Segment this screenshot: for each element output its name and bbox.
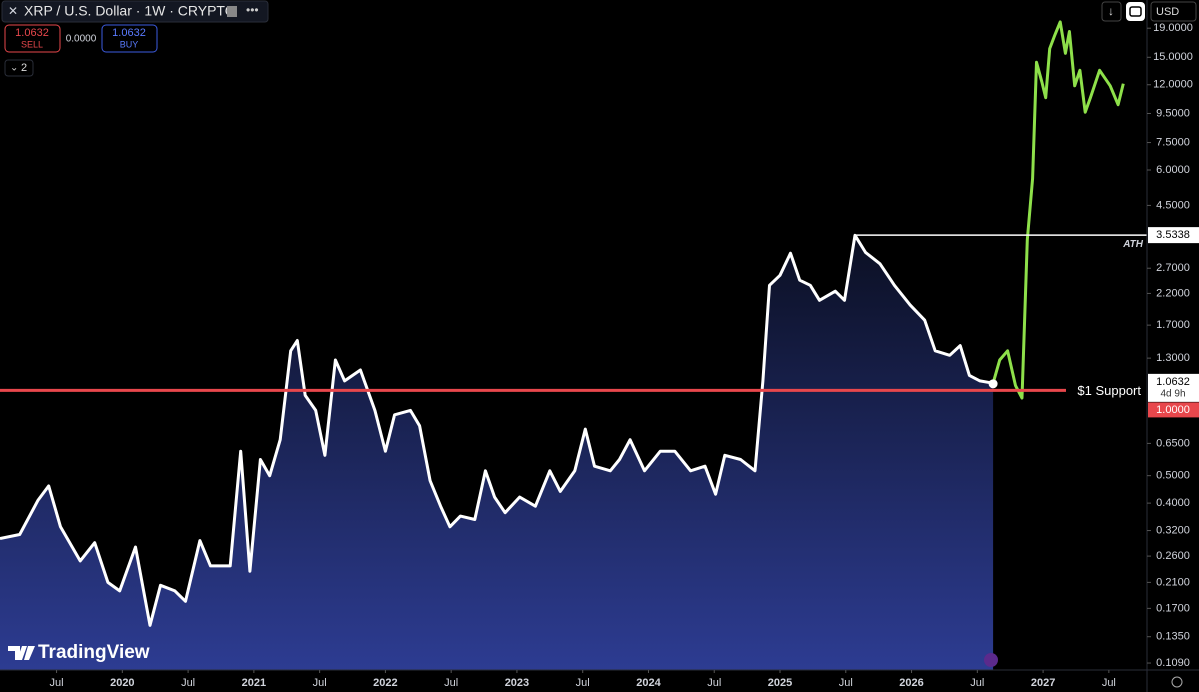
flash-icon[interactable] [984, 653, 998, 667]
x-tick-label: Jul [1102, 677, 1116, 689]
y-tick-label: 0.1350 [1156, 631, 1190, 643]
y-tick-label: 15.0000 [1153, 51, 1193, 63]
indicators-toggle[interactable] [4, 59, 34, 77]
level-price-label: 1.0000 [1156, 404, 1190, 416]
sell-label[interactable]: SELL [21, 39, 43, 49]
x-tick-label: Jul [576, 677, 590, 689]
y-tick-label: 0.1700 [1156, 602, 1190, 614]
x-tick-label: Jul [50, 677, 64, 689]
buy-button[interactable] [101, 24, 158, 53]
y-tick-label: 0.2600 [1156, 550, 1190, 562]
last-price-box [1148, 373, 1199, 402]
sell-button[interactable] [4, 24, 61, 53]
buy-price[interactable]: 1.0632 [112, 27, 146, 39]
settings-icon[interactable] [1171, 676, 1183, 688]
x-tick-label: 2024 [636, 677, 661, 689]
plot-area: ATH $1 Support [0, 20, 1147, 671]
more-icon[interactable]: ••• [246, 3, 259, 17]
level-name: $1 Support [1077, 383, 1141, 398]
spread: 0.0000 [66, 34, 97, 45]
level-price-label: 3.5338 [1156, 229, 1190, 241]
y-tick-label: 0.5000 [1156, 470, 1190, 482]
buy-label[interactable]: BUY [120, 39, 139, 49]
indicator-count[interactable]: 2 [21, 62, 27, 74]
layout-icon [1129, 6, 1142, 17]
price-line [991, 20, 1125, 400]
brand-logo [8, 646, 35, 660]
y-tick-label: 0.3200 [1156, 524, 1190, 536]
y-tick-label: 7.5000 [1156, 136, 1190, 148]
y-tick-label: 12.0000 [1153, 79, 1193, 91]
x-tick-label: 2026 [899, 677, 923, 689]
x-tick-label: Jul [181, 677, 195, 689]
sell-price[interactable]: 1.0632 [15, 27, 49, 39]
x-tick-label: Jul [970, 677, 984, 689]
currency[interactable]: USD [1156, 6, 1179, 18]
level-price-box [1148, 227, 1199, 244]
layout-button[interactable] [1126, 2, 1145, 21]
axes: 19.0000 15.0000 12.0000 9.5000 7.5000 6.0000 4… [50, 22, 1199, 689]
y-tick-label: 1.3000 [1156, 352, 1190, 364]
y-tick-label: 0.6500 [1156, 437, 1190, 449]
x-tick-label: 2027 [1031, 677, 1055, 689]
x-tick-label: Jul [313, 677, 327, 689]
y-tick-label: 0.1090 [1156, 657, 1190, 669]
x-tick-label: 2022 [373, 677, 397, 689]
last-price-countdown: 4d 9h [1160, 389, 1185, 400]
y-tick-label: 2.7000 [1156, 262, 1190, 274]
x-tick-label: 2020 [110, 677, 134, 689]
y-tick-label: 1.7000 [1156, 319, 1190, 331]
symbol-title[interactable]: XRP / U.S. Dollar · 1W · CRYPTO [24, 3, 236, 19]
x-tick-label: Jul [444, 677, 458, 689]
level-name: ATH [1122, 239, 1144, 250]
x-tick-label: 2021 [242, 677, 266, 689]
last-price-dot [988, 379, 998, 389]
x-tick-label: Jul [839, 677, 853, 689]
y-tick-label: 0.4000 [1156, 497, 1190, 509]
price-line [0, 233, 994, 627]
x-tick-label: Jul [707, 677, 721, 689]
x-tick-label: 2025 [768, 677, 792, 689]
y-tick-label: 9.5000 [1156, 107, 1190, 119]
level-price-box [1148, 402, 1199, 418]
currency-button[interactable] [1150, 1, 1197, 22]
y-tick-label: 19.0000 [1153, 22, 1193, 34]
y-tick-label: 6.0000 [1156, 164, 1190, 176]
flag-icon[interactable] [227, 6, 237, 17]
x-tick-label: 2023 [505, 677, 529, 689]
last-price-label: 1.0632 [1156, 376, 1190, 388]
chevron-icon: ⌄ [10, 63, 18, 74]
y-tick-label: 0.2100 [1156, 576, 1190, 588]
y-tick-label: 2.2000 [1156, 287, 1190, 299]
symbol-bar[interactable] [1, 0, 269, 23]
download-button[interactable] [1101, 1, 1122, 22]
close-icon[interactable]: ✕ [8, 4, 18, 18]
brand-name: TradingView [38, 642, 150, 663]
download-icon: ↓ [1108, 4, 1114, 18]
y-tick-label: 4.5000 [1156, 199, 1190, 211]
